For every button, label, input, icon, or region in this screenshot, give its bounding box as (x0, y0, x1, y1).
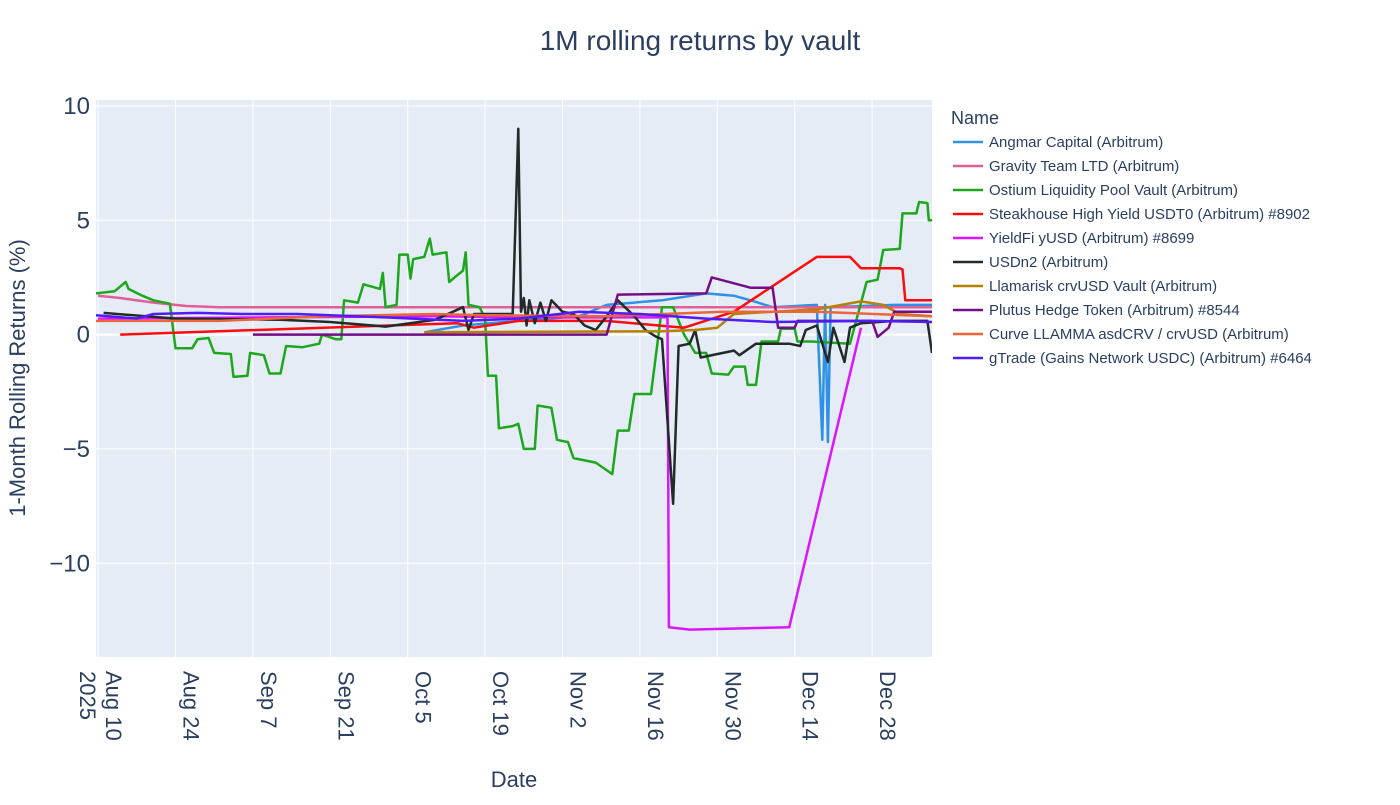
series-lines (96, 127, 932, 631)
x-axis-title: Date (491, 767, 537, 792)
y-tick-label: −10 (49, 550, 90, 577)
y-tick-label: 0 (77, 322, 90, 349)
y-tick-label: 10 (63, 93, 90, 120)
legend-item-steakhouse-high-yield-usdt0-arbitrum-8902: Steakhouse High Yield USDT0 (Arbitrum) #… (953, 206, 1310, 223)
legend-label: Gravity Team LTD (Arbitrum) (989, 158, 1179, 175)
legend-label: Ostium Liquidity Pool Vault (Arbitrum) (989, 182, 1238, 199)
legend: Name Angmar Capital (Arbitrum) Gravity Te… (951, 108, 1312, 367)
y-axis-title: 1-Month Rolling Returns (%) (5, 239, 30, 517)
x-tick: Sep 7 (256, 671, 281, 729)
legend-item-llamarisk-crvusd-vault-arbitrum: Llamarisk crvUSD Vault (Arbitrum) (953, 278, 1217, 295)
legend-item-plutus-hedge-token-arbitrum-8544: Plutus Hedge Token (Arbitrum) #8544 (953, 302, 1240, 319)
legend-label: gTrade (Gains Network USDC) (Arbitrum) #… (989, 350, 1312, 367)
legend-item-gtrade-gains-network-usdc-arbitrum-6464: gTrade (Gains Network USDC) (Arbitrum) #… (953, 350, 1312, 367)
x-tick: Nov 30 (720, 671, 745, 741)
plot-area (96, 100, 932, 657)
x-tick-year: 2025 (75, 671, 100, 720)
legend-label: Steakhouse High Yield USDT0 (Arbitrum) #… (989, 206, 1310, 223)
y-tick-label: −5 (63, 436, 90, 463)
legend-item-usdn2-arbitrum: USDn2 (Arbitrum) (953, 254, 1108, 271)
legend-label: YieldFi yUSD (Arbitrum) #8699 (989, 230, 1194, 247)
series-line-gtrade-gains-network-usdc-arbitrum-6464 (96, 310, 932, 324)
legend-item-curve-llamma-asdcrv-crvusd-arbitrum: Curve LLAMMA asdCRV / crvUSD (Arbitrum) (953, 326, 1289, 343)
x-tick-label: Oct 5 (411, 671, 436, 724)
x-tick: Oct 19 (488, 671, 513, 736)
x-tick-label: Nov 2 (565, 671, 590, 728)
x-tick-label: Aug 24 (178, 671, 203, 741)
legend-label: USDn2 (Arbitrum) (989, 254, 1108, 271)
legend-label: Angmar Capital (Arbitrum) (989, 134, 1163, 151)
x-tick-label: Dec 14 (798, 671, 823, 741)
series-line-gravity-team-ltd-arbitrum (97, 294, 932, 309)
legend-label: Curve LLAMMA asdCRV / crvUSD (Arbitrum) (989, 326, 1289, 343)
x-tick: Nov 16 (643, 671, 668, 741)
legend-item-yieldfi-yusd-arbitrum-8699: YieldFi yUSD (Arbitrum) #8699 (953, 230, 1194, 247)
y-tick-labels: 10 5 0 −5 −10 (49, 93, 90, 577)
legend-item-angmar-capital-arbitrum: Angmar Capital (Arbitrum) (953, 134, 1163, 151)
gridlines (96, 100, 932, 657)
series-line-steakhouse-high-yield-usdt0-arbitrum-8902 (120, 255, 932, 336)
series-line-plutus-hedge-token-arbitrum-8544 (252, 276, 932, 339)
x-tick-label: Nov 30 (720, 671, 745, 741)
x-tick-label: Sep 21 (333, 671, 358, 741)
legend-item-gravity-team-ltd-arbitrum: Gravity Team LTD (Arbitrum) (953, 158, 1179, 175)
legend-title: Name (951, 108, 999, 128)
x-tick-label: Dec 28 (875, 671, 900, 741)
y-tick-label: 5 (77, 207, 90, 234)
x-tick: Dec 28 (875, 671, 900, 741)
x-tick: Aug 24 (178, 671, 203, 741)
x-tick-label: Oct 19 (488, 671, 513, 736)
chart-title: 1M rolling returns by vault (540, 25, 861, 56)
x-tick-label: Nov 16 (643, 671, 668, 741)
x-tick: Dec 14 (798, 671, 823, 741)
legend-item-ostium-liquidity-pool-vault-arbitrum: Ostium Liquidity Pool Vault (Arbitrum) (953, 182, 1238, 199)
series-line-curve-llamma-asdcrv-crvusd-arbitrum (96, 310, 932, 323)
x-tick: Oct 5 (411, 671, 436, 724)
x-tick: Nov 2 (565, 671, 590, 728)
x-tick-label: Aug 10 (101, 671, 126, 741)
legend-label: Plutus Hedge Token (Arbitrum) #8544 (989, 302, 1240, 319)
x-tick: Sep 21 (333, 671, 358, 741)
legend-label: Llamarisk crvUSD Vault (Arbitrum) (989, 278, 1217, 295)
x-tick-label: Sep 7 (256, 671, 281, 729)
